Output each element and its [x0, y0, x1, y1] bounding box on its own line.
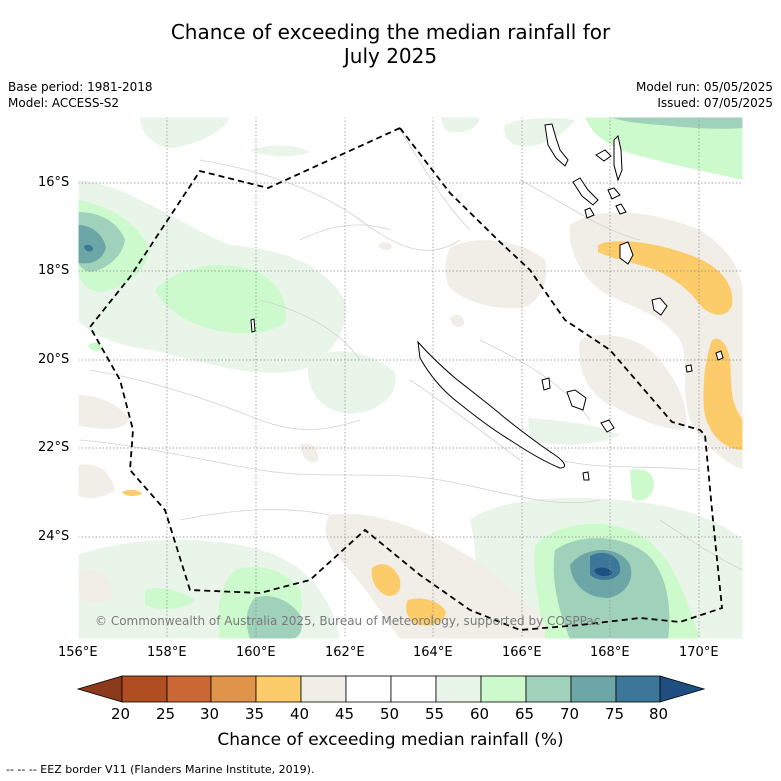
coastlines [250, 123, 724, 481]
copyright-notice: © Commonwealth of Australia 2025, Bureau… [95, 614, 601, 628]
colorbar-tick-70: 70 [560, 705, 580, 723]
lat-label-16s: 16°S [38, 175, 70, 190]
grid-lines [78, 117, 743, 639]
colorbar-tick-60: 60 [470, 705, 490, 723]
eez-legend-footer: -- -- -- EEZ border V11 (Flanders Marine… [6, 763, 315, 776]
lon-label-160e: 160°E [236, 645, 276, 660]
dark-blue-region [594, 567, 612, 577]
colorbar [76, 675, 706, 703]
lon-label-170e: 170°E [679, 645, 719, 660]
colorbar-tick-40: 40 [290, 705, 310, 723]
colorbar-tick-75: 75 [605, 705, 625, 723]
model-run-label: Model run: 05/05/2025 [635, 80, 773, 94]
lat-label-22s: 22°S [38, 440, 70, 455]
chart-title-line2: July 2025 [343, 44, 438, 68]
lat-label-24s: 24°S [38, 529, 70, 544]
chart-title-line1: Chance of exceeding the median rainfall … [170, 20, 611, 44]
colorbar-tick-80: 80 [649, 705, 669, 723]
colorbar-tick-30: 30 [200, 705, 220, 723]
lat-label-18s: 18°S [38, 263, 70, 278]
lon-label-158e: 158°E [147, 645, 187, 660]
lon-label-166e: 166°E [502, 645, 542, 660]
colorbar-tick-35: 35 [245, 705, 265, 723]
colorbar-title: Chance of exceeding median rainfall (%) [217, 730, 564, 750]
lon-label-164e: 164°E [413, 645, 453, 660]
colorbar-high-extension [659, 675, 706, 703]
map-frame [77, 116, 744, 640]
model-label: Model: ACCESS-S2 [8, 96, 120, 110]
lon-label-156e: 156°E [58, 645, 98, 660]
eez-border [88, 127, 723, 631]
colorbar-tick-65: 65 [515, 705, 535, 723]
colorbar-tick-45: 45 [335, 705, 355, 723]
lon-label-162e: 162°E [325, 645, 365, 660]
colorbar-tick-25: 25 [156, 705, 176, 723]
colorbar-low-extension [76, 675, 123, 703]
colorbar-tick-50: 50 [380, 705, 400, 723]
base-period-label: Base period: 1981-2018 [8, 80, 153, 94]
issued-label: Issued: 07/05/2025 [657, 96, 773, 110]
colorbar-tick-55: 55 [425, 705, 445, 723]
lat-label-20s: 20°S [38, 352, 70, 367]
contour-lines [79, 129, 743, 571]
lon-label-168e: 168°E [590, 645, 630, 660]
colorbar-tick-20: 20 [111, 705, 131, 723]
